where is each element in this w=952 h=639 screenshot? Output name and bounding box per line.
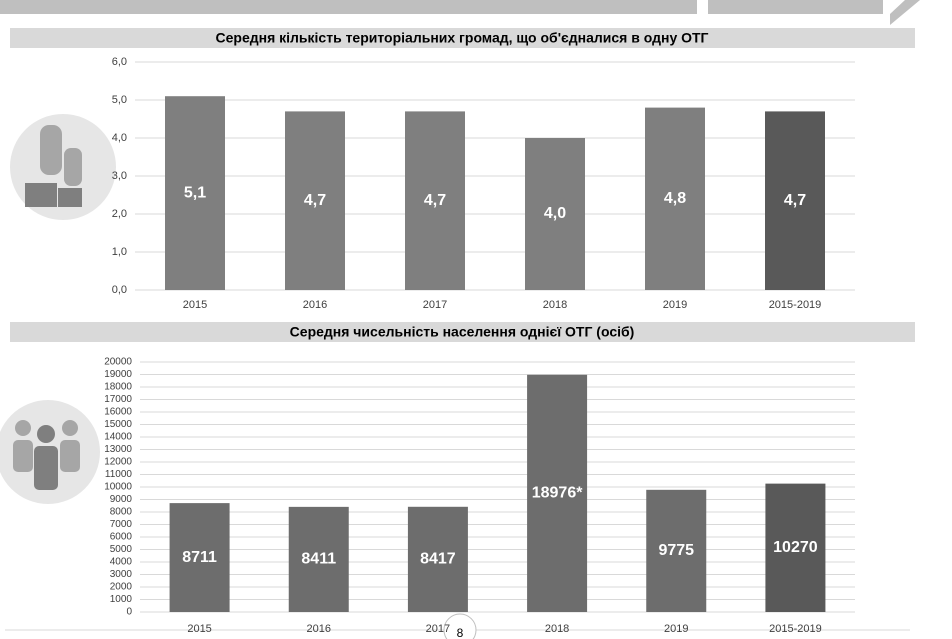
x-tick-label: 2018 (543, 299, 567, 311)
y-tick-label: 13000 (104, 444, 132, 455)
y-tick-label: 19000 (104, 369, 132, 380)
y-tick-label: 0,0 (112, 284, 127, 296)
bar (645, 107, 705, 290)
bar (765, 111, 825, 291)
bar (165, 96, 225, 290)
x-tick-label: 2019 (663, 299, 687, 311)
y-tick-label: 17000 (104, 394, 132, 405)
header-bar (708, 0, 883, 14)
y-tick-label: 0 (126, 607, 132, 618)
y-tick-label: 15000 (104, 419, 132, 430)
page-number: 8 (457, 626, 464, 639)
hands-icon (10, 114, 116, 220)
bar (405, 111, 465, 291)
value-label: 4,7 (784, 192, 806, 209)
x-tick-label: 2016 (307, 623, 331, 635)
x-tick-label: 2015-2019 (769, 299, 822, 311)
bar (285, 111, 345, 291)
bar (169, 503, 230, 612)
x-tick-label: 2015-2019 (769, 623, 822, 635)
bar (765, 483, 826, 612)
value-label: 18976* (532, 485, 583, 502)
value-label: 4,0 (544, 205, 566, 222)
y-tick-label: 1000 (110, 594, 133, 605)
y-tick-label: 2,0 (112, 208, 127, 220)
value-label: 4,7 (424, 192, 446, 209)
value-label: 8711 (182, 549, 217, 566)
bar (525, 138, 585, 290)
value-label: 4,7 (304, 192, 326, 209)
value-label: 5,1 (184, 184, 206, 201)
y-tick-label: 16000 (104, 407, 132, 418)
y-tick-label: 6,0 (112, 56, 127, 68)
y-tick-label: 12000 (104, 457, 132, 468)
x-tick-label: 2015 (183, 299, 207, 311)
value-label: 9775 (658, 542, 694, 559)
y-tick-label: 14000 (104, 432, 132, 443)
title-band (10, 28, 915, 48)
y-tick-label: 4000 (110, 557, 133, 568)
y-tick-label: 6000 (110, 532, 133, 543)
y-tick-label: 3,0 (112, 170, 127, 182)
x-tick-label: 2018 (545, 623, 569, 635)
header-bar (0, 0, 697, 14)
value-label: 8411 (301, 551, 336, 568)
title-band (10, 322, 915, 342)
chart-title: Середня чисельність населення однієї ОТГ… (290, 324, 635, 340)
people-icon (0, 400, 100, 504)
x-tick-label: 2015 (187, 623, 211, 635)
x-tick-label: 2017 (426, 623, 450, 635)
y-tick-label: 4,0 (112, 132, 127, 144)
y-tick-label: 8000 (110, 507, 133, 518)
page-circle (443, 613, 477, 639)
y-tick-label: 18000 (104, 382, 132, 393)
y-tick-label: 1,0 (112, 246, 127, 258)
value-label: 4,8 (664, 190, 686, 207)
y-tick-label: 10000 (104, 482, 132, 493)
y-tick-label: 2000 (110, 582, 133, 593)
x-tick-label: 2019 (664, 623, 688, 635)
y-tick-label: 5000 (110, 544, 133, 555)
x-tick-label: 2016 (303, 299, 327, 311)
y-tick-label: 3000 (110, 569, 133, 580)
chart-title: Середня кількість територіальних громад,… (216, 30, 709, 46)
y-tick-label: 7000 (110, 519, 133, 530)
bar (527, 374, 588, 612)
bar (646, 489, 707, 612)
y-tick-label: 11000 (105, 469, 133, 480)
y-tick-label: 9000 (110, 494, 133, 505)
value-label: 8417 (420, 551, 456, 568)
bar (288, 506, 349, 612)
y-tick-label: 20000 (104, 357, 132, 368)
corner (890, 0, 920, 25)
bar (407, 506, 468, 612)
value-label: 10270 (773, 539, 818, 556)
x-tick-label: 2017 (423, 299, 447, 311)
y-tick-label: 5,0 (112, 94, 127, 106)
